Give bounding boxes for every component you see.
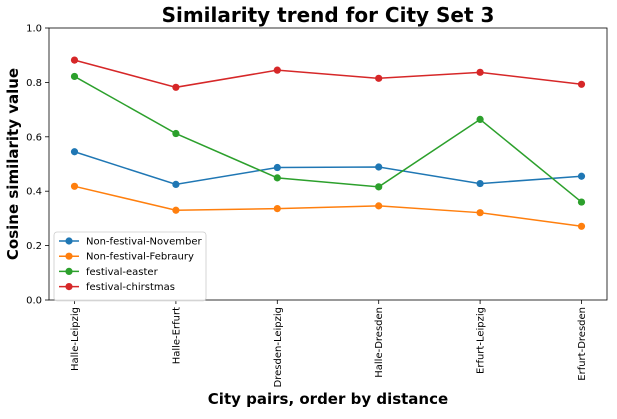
x-axis-label: City pairs, order by distance [208,390,448,408]
data-point [70,56,79,64]
legend-label: festival-easter [86,267,159,278]
y-tick-label: 0.6 [26,132,42,143]
data-point [172,83,180,91]
x-tick-label: Halle-Leipzig [70,307,81,371]
y-tick-label: 1.0 [26,24,42,35]
x-tick-label: Halle-Erfurt [171,307,182,364]
data-point [476,68,484,76]
data-point [476,115,484,123]
x-tick-label: Halle-Dresden [374,307,385,378]
data-point [172,129,180,138]
data-point [172,180,180,188]
y-axis-label: Cosine similarity value [4,68,22,260]
data-point [273,66,281,74]
legend-marker [65,267,73,275]
data-point [375,163,383,171]
x-tick-label: Dresden-Leipzig [273,307,284,387]
legend-marker [65,252,73,260]
data-point [577,198,586,206]
data-point [577,172,586,180]
legend-label: Non-festival-Febraury [86,252,194,263]
series-line [74,75,582,203]
legend-label: Non-festival-November [86,237,202,248]
data-point [577,80,586,88]
data-point [476,179,484,188]
y-tick-label: 0.0 [26,296,42,307]
series-line [74,59,582,89]
y-tick-label: 0.8 [26,78,42,89]
data-point [172,206,180,214]
data-point [70,182,79,190]
data-point [273,163,281,172]
plot-frame [48,27,608,301]
series-line [74,185,582,228]
data-point [273,205,281,213]
chart-title: Similarity trend for City Set 3 [162,3,495,27]
x-tick-label: Erfurt-Leipzig [476,307,487,374]
data-point [375,183,383,191]
y-tick-label: 0.2 [26,241,42,252]
legend-marker [65,237,73,245]
legend-box [53,231,207,302]
legend-label: festival-chirstmas [86,282,175,293]
data-point [273,174,281,182]
legend-marker [65,283,73,291]
series-line [74,151,582,186]
x-tick-label: Erfurt-Dresden [577,307,588,381]
y-tick-label: 0.4 [26,187,42,198]
data-point [476,209,484,217]
data-point [70,72,79,81]
data-point [375,74,383,82]
data-point [375,202,383,210]
data-point [577,222,586,230]
data-point [70,148,79,156]
